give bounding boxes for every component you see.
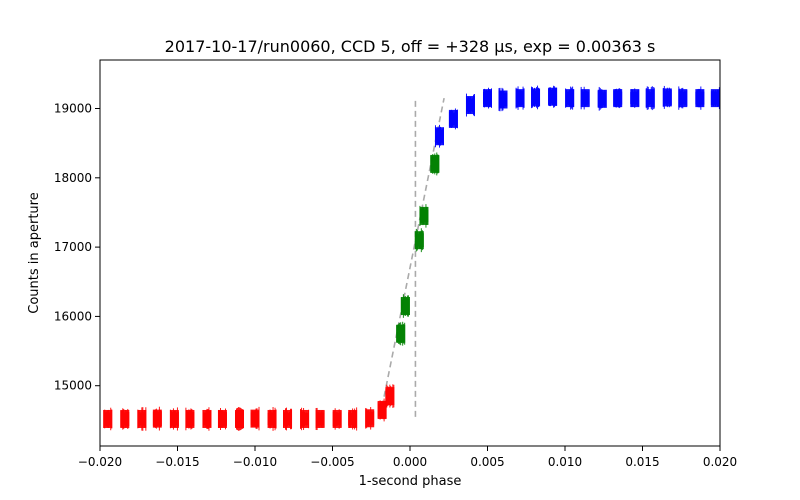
- y-axis-label: Counts in aperture: [27, 192, 42, 313]
- plot-background: [100, 60, 720, 446]
- model-line: [381, 97, 445, 407]
- y-tick-label: 17000: [54, 240, 92, 254]
- x-axis-label: 1-second phase: [359, 474, 462, 489]
- data-marks: [103, 85, 720, 431]
- x-tick-label: −0.005: [310, 455, 354, 469]
- series-transition: [396, 152, 440, 346]
- chart-title: 2017-10-17/run0060, CCD 5, off = +328 μs…: [165, 37, 656, 56]
- series-high: [434, 85, 720, 148]
- plot-area: [100, 60, 720, 446]
- x-tick-label: 0.000: [393, 455, 427, 469]
- x-tick-label: 0.010: [548, 455, 582, 469]
- y-tick-label: 16000: [54, 309, 92, 323]
- y-tick-label: 19000: [54, 102, 92, 116]
- x-tick-label: 0.020: [703, 455, 737, 469]
- x-tick-label: 0.005: [470, 455, 504, 469]
- x-tick-label: −0.020: [78, 455, 122, 469]
- x-tick-label: 0.015: [625, 455, 659, 469]
- x-tick-label: −0.010: [233, 455, 277, 469]
- y-tick-label: 18000: [54, 171, 92, 185]
- axes: −0.020 −0.015 −0.010 −0.005 0.000 0.005 0.010 0…: [54, 59, 737, 469]
- y-tick-label: 15000: [54, 379, 92, 393]
- x-tick-label: −0.015: [155, 455, 199, 469]
- series-low: [103, 384, 395, 431]
